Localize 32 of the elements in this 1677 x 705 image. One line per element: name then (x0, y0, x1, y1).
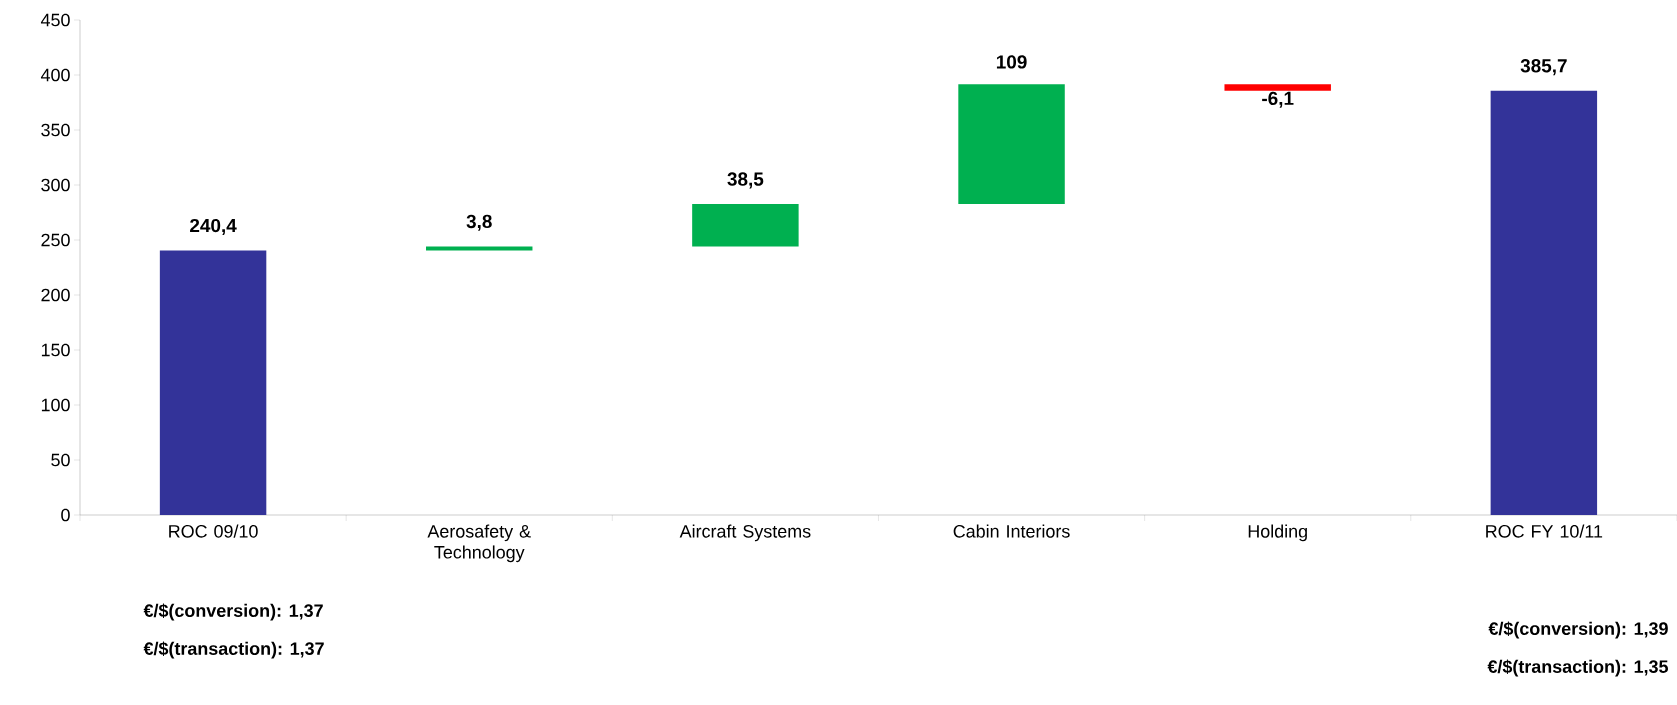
data-label: 3,8 (466, 214, 492, 231)
bar (426, 246, 533, 251)
y-tick-label: 150 (41, 343, 70, 357)
bar (159, 250, 267, 515)
y-tick-label: 100 (41, 398, 70, 412)
text: €/$(conversion): 1,39 (1488, 621, 1668, 639)
x-tick-label: Aircraft Systems (679, 524, 811, 542)
bar (692, 204, 799, 247)
bar (1490, 90, 1598, 515)
x-tick-label: ROC FY 10/11 (1486, 524, 1603, 538)
bar (958, 84, 1065, 205)
text: €/$(transaction): 1,37 (143, 641, 324, 659)
y-tick-label: 400 (40, 68, 70, 82)
y-tick-label: 450 (40, 13, 70, 27)
x-tick-label: ROC 09/10 (169, 524, 258, 538)
y-tick-label: 0 (61, 508, 70, 522)
y-tick-label: 350 (41, 123, 70, 137)
x-tick-label: Aerosafety & Technology (427, 524, 531, 563)
x-tick-label: Holding (1248, 524, 1307, 542)
data-label: 240,4 (190, 218, 237, 236)
x-tick-label: Cabin Interiors (953, 524, 1070, 538)
text: €/$(conversion): 1,37 (143, 603, 323, 621)
text: €/$(transaction): 1,35 (1487, 659, 1668, 677)
data-label: -6,1 (1262, 91, 1294, 108)
data-label: 38,5 (727, 172, 764, 189)
y-tick-label: 250 (41, 233, 70, 247)
y-tick-label: 300 (41, 178, 70, 192)
data-label: 109 (996, 55, 1027, 69)
y-tick-label: 200 (41, 288, 70, 302)
data-label: 385,7 (1520, 59, 1567, 76)
y-tick-label: 50 (51, 453, 70, 467)
bar (1224, 84, 1331, 91)
